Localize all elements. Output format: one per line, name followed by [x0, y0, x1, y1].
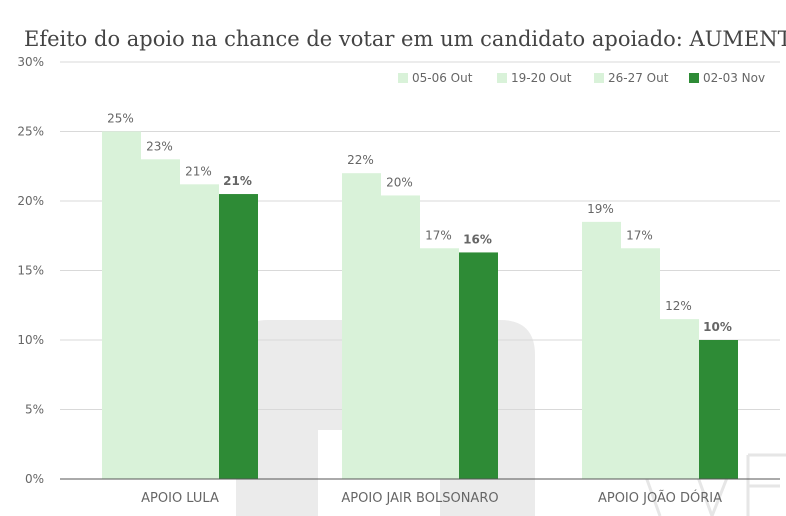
y-tick-label: 5%	[25, 403, 44, 417]
y-tick-label: 20%	[17, 194, 44, 208]
bar-value-label: 12%	[665, 299, 692, 313]
legend-label: 19-20 Out	[511, 71, 572, 85]
bar-value-label: 20%	[386, 175, 413, 189]
bar-value-label: 16%	[463, 232, 492, 246]
bar	[660, 319, 699, 479]
x-category-label: APOIO JOÃO DÓRIA	[598, 490, 722, 506]
bar	[582, 221, 621, 479]
bar-value-label: 21%	[185, 164, 212, 178]
y-tick-label: 30%	[17, 55, 44, 69]
bar-value-label: 19%	[587, 202, 614, 216]
bar	[180, 184, 219, 479]
legend-swatch	[689, 73, 699, 83]
y-tick-label: 25%	[17, 125, 44, 139]
bar	[219, 194, 258, 480]
bar-value-label: 17%	[425, 228, 452, 242]
bar	[141, 159, 180, 480]
legend-label: 05-06 Out	[412, 71, 473, 85]
bar-value-label: 23%	[146, 139, 173, 153]
bar-value-label: 22%	[347, 153, 374, 167]
legend-label: 02-03 Nov	[703, 71, 765, 85]
bar-value-label: 10%	[703, 320, 732, 334]
bar	[420, 248, 459, 479]
y-tick-label: 15%	[17, 264, 44, 278]
bar-value-label: 25%	[107, 112, 134, 126]
legend-swatch	[497, 73, 507, 83]
watermark-letters	[638, 453, 786, 516]
bar	[102, 131, 141, 479]
bar-value-label: 17%	[626, 228, 653, 242]
bar-value-label: 21%	[223, 174, 252, 188]
x-category-label: APOIO JAIR BOLSONARO	[341, 491, 498, 506]
bar	[699, 340, 738, 479]
legend-swatch	[398, 73, 408, 83]
bar	[342, 173, 381, 479]
bar	[459, 252, 498, 479]
bar	[621, 248, 660, 479]
x-category-label: APOIO LULA	[141, 491, 219, 506]
legend-swatch	[594, 73, 604, 83]
legend-label: 26-27 Out	[608, 71, 669, 85]
bar	[381, 195, 420, 479]
y-tick-label: 10%	[17, 333, 44, 347]
y-tick-label: 0%	[25, 472, 44, 486]
chart-title: Efeito do apoio na chance de votar em um…	[24, 27, 786, 51]
